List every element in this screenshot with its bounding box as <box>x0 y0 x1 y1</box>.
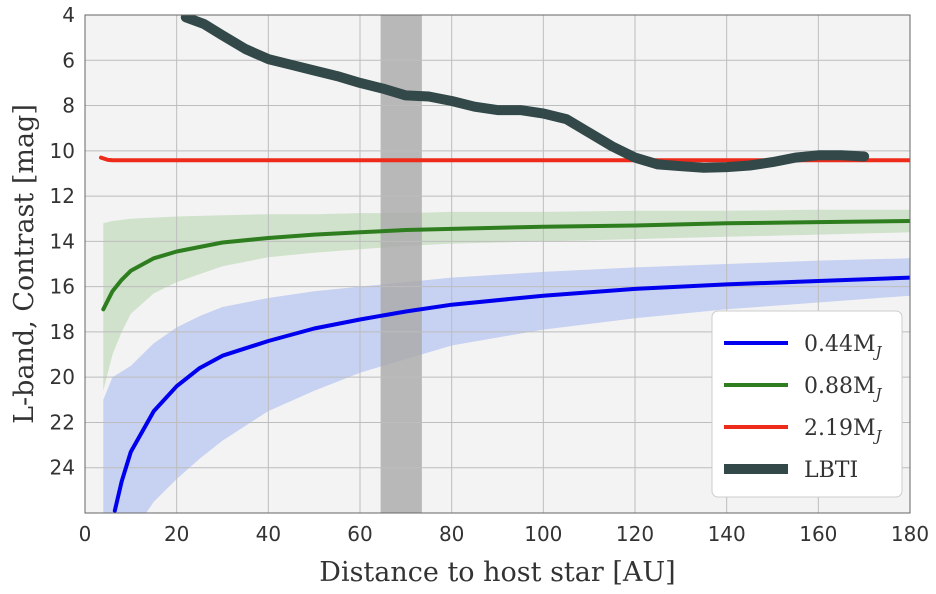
series-line-0 <box>112 275 910 513</box>
x-tick-label: 0 <box>79 522 92 546</box>
y-tick-label: 6 <box>62 48 75 72</box>
band-series-0 <box>103 258 910 513</box>
series-line-2 <box>99 155 910 163</box>
y-tick-label: 16 <box>50 275 75 299</box>
y-tick-label: 8 <box>62 94 75 118</box>
x-tick-label: 160 <box>799 522 837 546</box>
y-tick-label: 14 <box>50 229 75 253</box>
y-axis-label: L-band, Contrast [mag] <box>9 104 40 424</box>
series-line-3 <box>180 15 870 173</box>
x-axis-label: Distance to host star [AU] <box>319 557 675 588</box>
y-tick-label: 22 <box>50 410 75 434</box>
x-tick-label: 60 <box>347 522 372 546</box>
x-tick-label: 100 <box>524 522 562 546</box>
x-tick-label: 80 <box>439 522 464 546</box>
x-tick-labels: 0 20 40 60 80 100 120 140 160 180 <box>79 522 929 546</box>
legend: 0.44MJ 0.88MJ 2.19MJ LBTI <box>711 310 903 498</box>
legend-label-3: LBTI <box>804 458 858 483</box>
legend-label-2: 2.19MJ <box>804 416 883 445</box>
x-tick-label: 140 <box>708 522 746 546</box>
y-tick-label: 10 <box>50 139 75 163</box>
series-line-1 <box>101 219 910 312</box>
x-tick-label: 180 <box>891 522 929 546</box>
band-series-1 <box>103 209 910 391</box>
plot-frame <box>84 14 911 514</box>
series-lines <box>99 15 910 513</box>
y-tick-label: 12 <box>50 184 75 208</box>
legend-box <box>711 310 903 498</box>
y-tick-label: 20 <box>50 365 75 389</box>
x-tick-label: 20 <box>164 522 189 546</box>
legend-label-1: 0.88MJ <box>804 374 883 403</box>
x-tick-label: 40 <box>256 522 281 546</box>
y-tick-label: 24 <box>50 456 75 480</box>
y-tick-label: 18 <box>50 320 75 344</box>
x-tick-label: 120 <box>616 522 654 546</box>
confidence-bands <box>103 209 910 513</box>
y-tick-label: 4 <box>62 3 75 27</box>
y-tick-labels: 4 6 8 10 12 14 16 18 20 22 24 <box>50 3 75 480</box>
legend-label-0: 0.44MJ <box>804 332 883 361</box>
